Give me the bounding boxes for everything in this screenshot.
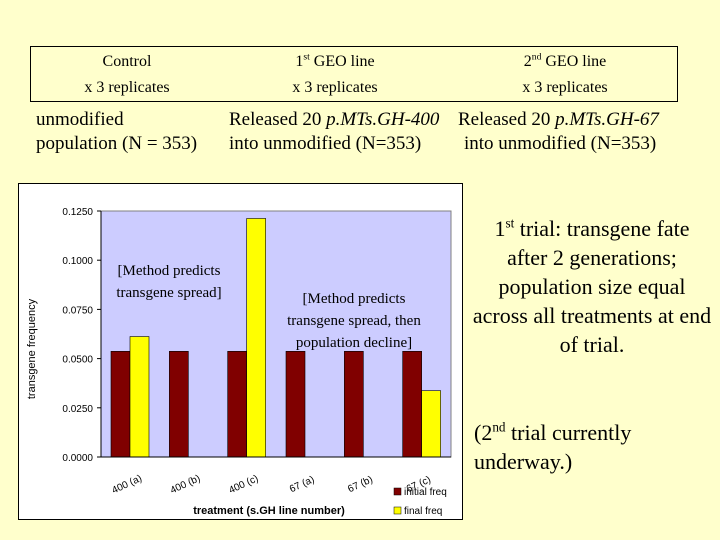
bar-initial: [402, 351, 422, 458]
x-tick-label: 400 (c): [227, 473, 260, 496]
control-replicates: x 3 replicates: [84, 79, 170, 96]
y-tick-label: 0.0250: [62, 404, 93, 415]
bar-final: [246, 218, 266, 458]
legend-label: final freq: [404, 506, 442, 517]
y-tick-label: 0.0000: [62, 453, 93, 464]
geo2-title: 2nd GEO line: [523, 51, 607, 70]
plot-area: [100, 210, 452, 458]
x-axis-title: treatment (s.GH line number): [193, 505, 345, 517]
bar-initial: [285, 351, 306, 458]
x-tick-label: 400 (a): [110, 473, 143, 496]
note-method-decline: [Method predicts transgene spread, then …: [287, 291, 421, 351]
chart-panel: 0.0000 0.0250 0.0500 0.0750 0.1000 0.1250 400 …: [18, 183, 463, 520]
geo2-replicates: x 3 replicates: [522, 79, 608, 96]
geo1-replicates: x 3 replicates: [292, 79, 378, 96]
header-box: Control x 3 replicates 1st GEO line x 3 …: [30, 46, 678, 102]
y-axis-title: transgene frequency: [26, 298, 38, 399]
legend-swatch: [393, 506, 402, 515]
bar-initial: [110, 351, 131, 458]
x-tick-label: 67 (b): [346, 474, 374, 495]
bar-initial: [169, 351, 189, 458]
legend-swatch: [393, 487, 402, 496]
y-tick-label: 0.1000: [62, 256, 93, 267]
trial1-summary: 1st trial: transgene fate after 2 genera…: [472, 215, 712, 357]
control-title: Control: [102, 53, 152, 70]
bar-final: [129, 336, 150, 458]
note-method-spread: [Method predicts transgene spread]: [116, 263, 222, 301]
control-description: unmodified population (N = 353): [36, 109, 198, 154]
geo1-header: 1st GEO line x 3 replicates: [237, 49, 433, 101]
bar-initial: [227, 351, 247, 458]
bar-final: [421, 390, 441, 458]
y-tick-label: 0.1250: [62, 207, 93, 218]
geo1-description: Released 20 p.MTs.GH-400 into unmodified…: [229, 109, 440, 154]
y-tick-label: 0.0750: [62, 305, 93, 316]
geo1-title: 1st GEO line: [295, 51, 375, 70]
legend-label: initial freq: [404, 487, 447, 498]
bar-initial: [344, 351, 364, 458]
geo2-description: Released 20 p.MTs.GH-67 into unmodified …: [458, 109, 659, 154]
transgene-frequency-chart: 0.0000 0.0250 0.0500 0.0750 0.1000 0.1250 400 …: [26, 207, 452, 517]
geo2-header: 2nd GEO line x 3 replicates: [467, 49, 663, 101]
y-tick-label: 0.0500: [62, 355, 93, 366]
control-header: Control x 3 replicates: [31, 49, 223, 101]
x-tick-label: 400 (b): [169, 473, 202, 496]
x-tick-label: 67 (a): [288, 474, 316, 495]
trial2-status: (2nd trial currently underway.): [474, 419, 632, 474]
